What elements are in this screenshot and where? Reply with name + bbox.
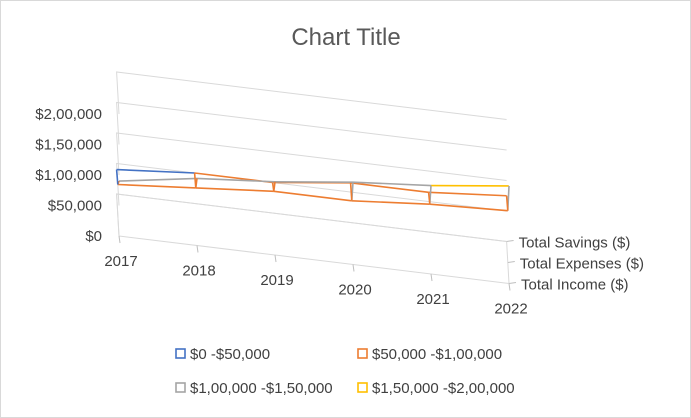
legend-swatch: [175, 348, 186, 359]
category-tick-label: 2018: [182, 263, 215, 280]
surface-segment: [116, 168, 195, 174]
surface-segment: [352, 181, 432, 187]
floor-outline: [116, 193, 510, 285]
value-axis-labels: $0 $50,000 $1,00,000 $1,50,000 $2,00,000: [35, 106, 102, 245]
legend-item: $1,00,000 -$1,50,000: [175, 380, 333, 397]
category-tick: [118, 235, 121, 244]
legend: $0 -$50,000 $50,000 -$1,00,000 $1,00,000 -…: [175, 346, 515, 397]
gridline: [116, 162, 507, 212]
series-tick-label: Total Savings ($): [519, 235, 631, 252]
value-tick-label: $1,00,000: [35, 167, 102, 184]
surface-segment: [351, 200, 430, 205]
legend-label: $1,50,000 -$2,00,000: [372, 380, 515, 397]
category-tick: [274, 254, 277, 263]
surface-segment: [271, 182, 275, 192]
surface-segment: [428, 191, 507, 197]
legend-label: $1,00,000 -$1,50,000: [190, 380, 333, 397]
value-tick-label: $2,00,000: [35, 106, 102, 123]
gridline: [116, 132, 507, 181]
gridline: [116, 101, 507, 151]
series-tick-label: Total Income ($): [521, 277, 629, 294]
surface-segment: [115, 169, 119, 185]
surface-segment: [349, 182, 353, 201]
category-tick-label: 2020: [338, 282, 371, 299]
legend-swatch: [175, 382, 186, 393]
surface-segment: [350, 182, 429, 194]
surface-segment: [196, 177, 276, 183]
category-tick: [196, 245, 199, 253]
surface-segment: [505, 195, 509, 211]
legend-item: $1,50,000 -$2,00,000: [357, 380, 515, 397]
gridline: [116, 71, 507, 120]
surface-segment: [195, 187, 274, 193]
category-axis-labels: 2017 2018 2019 2020 2021 2022: [104, 253, 527, 318]
axes: [116, 193, 517, 291]
series-tick: [507, 261, 515, 263]
series-tick: [506, 240, 514, 242]
legend-label: $0 -$50,000: [190, 346, 270, 363]
value-tick-label: $1,50,000: [35, 137, 102, 154]
chart-title: Chart Title: [291, 24, 400, 51]
gridlines: [116, 71, 507, 242]
category-tick: [430, 273, 433, 282]
category-tick: [508, 283, 511, 291]
category-tick-label: 2019: [260, 272, 293, 289]
legend-label: $50,000 -$1,00,000: [372, 346, 502, 363]
value-tick-label: $50,000: [48, 198, 102, 215]
value-tick-label: $0: [85, 228, 102, 245]
category-tick-label: 2017: [104, 253, 137, 270]
series-tick-label: Total Expenses ($): [520, 256, 644, 273]
surface-segment: [117, 183, 196, 189]
category-tick-label: 2021: [416, 291, 449, 308]
surface-segment: [118, 177, 198, 182]
surface-plot: [115, 168, 510, 212]
legend-swatch: [357, 382, 368, 393]
category-tick-label: 2022: [494, 301, 527, 318]
legend-item: $0 -$50,000: [175, 346, 270, 363]
surface-segment: [429, 203, 508, 212]
legend-swatch: [357, 348, 368, 359]
surface-segment: [193, 172, 197, 188]
series-axis-labels: Total Income ($) Total Expenses ($) Total …: [519, 235, 644, 294]
surface-segment: [273, 190, 352, 202]
category-tick: [352, 264, 355, 272]
surface-segment: [427, 192, 431, 205]
legend-item: $50,000 -$1,00,000: [357, 346, 502, 363]
series-tick: [508, 282, 517, 284]
